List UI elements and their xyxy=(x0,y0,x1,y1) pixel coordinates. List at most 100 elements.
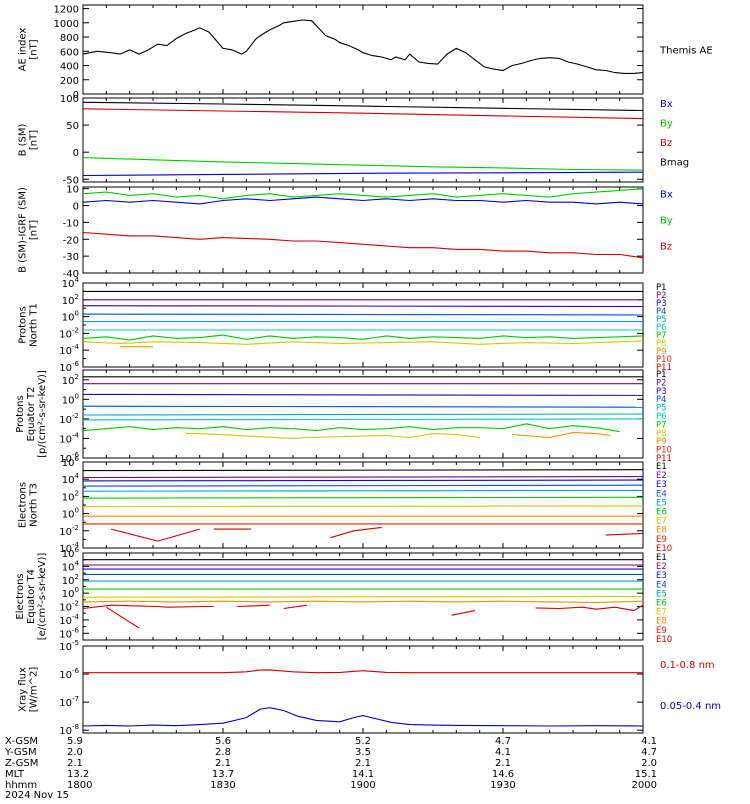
orbit-row-value: 5.6 xyxy=(215,736,231,747)
panel-8-y-tick-label: 10-6 xyxy=(59,667,79,681)
panel-8-y-axis-label: [W/m^2] xyxy=(29,667,40,713)
panel-2-y-tick-label: 0 xyxy=(73,148,79,159)
panel-6-series-e5-line xyxy=(82,489,644,492)
panel-7-legend-e7: E7 xyxy=(656,608,667,618)
tick-exponent: 4 xyxy=(75,472,80,480)
panel-5-series-p4-line xyxy=(82,405,644,408)
panel-7-legend-e6: E6 xyxy=(656,599,667,609)
panel-6-legend-e7: E7 xyxy=(656,517,667,527)
panel-5-series-p8-line xyxy=(185,433,480,439)
orbit-row-value: 14.1 xyxy=(352,769,374,780)
tick-exponent: -6 xyxy=(72,667,80,675)
panel-1-y-axis-label: [nT] xyxy=(29,39,40,59)
tick-exponent: 0 xyxy=(75,586,79,594)
panel-8-series-0-05-0-4-nm-line xyxy=(82,707,644,727)
orbit-row-value: 1930 xyxy=(490,780,515,791)
panel-6-series-e6-line xyxy=(82,496,644,499)
panel-4-legend-p2: P2 xyxy=(656,291,667,301)
orbit-row-label: Z-GSM xyxy=(5,758,38,769)
panel-6-y-axis-label: North T3 xyxy=(29,483,40,527)
tick-exponent: 0 xyxy=(75,310,79,318)
panel-4-legend-p1: P1 xyxy=(656,283,667,293)
panel-3-y-tick-label: -10 xyxy=(63,218,79,229)
panel-6-legend-e1: E1 xyxy=(656,462,667,472)
panel-8-series-0-1-0-8-nm-line xyxy=(83,669,643,674)
panel-6-series-e10-line xyxy=(330,526,382,539)
panel-8-y-tick-label: 10-5 xyxy=(59,639,79,653)
panel-4-y-axis-label: Protons xyxy=(18,306,29,343)
panel-5-y-tick-label: 10-2 xyxy=(59,412,79,426)
panel-7-y-axis-label: [e/(cm²-s-sr-keV)] xyxy=(37,553,48,641)
panel-3-series-by-line xyxy=(82,188,644,200)
panel-3-y-tick-label: -30 xyxy=(63,252,79,263)
panel-8-legend-0-05-0-4-nm: 0.05-0.4 nm xyxy=(660,701,721,712)
panel-5-legend-p8: P8 xyxy=(656,429,667,439)
panel-7-legend-e1: E1 xyxy=(656,553,667,563)
panel-3-legend-by: By xyxy=(660,216,673,227)
panel-2-series-bx-line xyxy=(82,171,644,177)
panel-7-series-e10-line xyxy=(451,610,476,616)
orbit-row-value: 2.1 xyxy=(67,758,83,769)
panel-6-y-tick-label: 102 xyxy=(62,489,79,503)
panel-6-series-e3-line xyxy=(82,479,644,482)
panel-6-series-e2-line xyxy=(82,476,644,479)
panel-8-y-tick-label: 10-7 xyxy=(59,695,79,709)
tick-exponent: -2 xyxy=(72,326,79,334)
panel-7-legend-e5: E5 xyxy=(656,589,667,599)
panel-5-y-tick-label: 10-4 xyxy=(59,431,79,445)
panel-4-legend-p7: P7 xyxy=(656,331,667,341)
panel-5-y-axis-label: Protons xyxy=(15,395,26,432)
panel-6-series-e7-line xyxy=(82,505,644,508)
panel-7-series-e8-line xyxy=(82,600,644,604)
panel-7-series-e10-line xyxy=(535,604,644,612)
orbit-row-label: hhmm xyxy=(5,780,37,791)
panel-5-series-p9-line xyxy=(512,432,611,439)
tick-exponent: 0 xyxy=(75,507,79,515)
panel-7-series-e7-line xyxy=(82,595,644,598)
panel-4-legend-p8: P8 xyxy=(656,339,667,349)
orbit-row-value: 4.7 xyxy=(495,736,511,747)
panel-8-frame xyxy=(82,645,644,734)
tick-exponent: -2 xyxy=(72,524,79,532)
panel-2-series-bmag-line xyxy=(82,101,644,112)
panel-6-legend-e4: E4 xyxy=(656,489,667,499)
panel-7-series-e10-line xyxy=(106,606,140,629)
panel-7-y-tick-label: 104 xyxy=(62,559,80,573)
panel-7-series-e10-line xyxy=(236,604,270,608)
panel-6-legend-e8: E8 xyxy=(656,526,667,536)
orbit-row-label: Y-GSM xyxy=(4,747,37,758)
orbit-row-value: 5.9 xyxy=(67,736,83,747)
panel-2-y-tick-label: -50 xyxy=(63,175,79,186)
panel-7-series-e10-line xyxy=(82,604,214,610)
panel-4-legend-p10: P10 xyxy=(656,355,672,365)
panel-3-y-axis-label: B (SM)-IGRF (SM) xyxy=(18,187,29,273)
panel-6-legend-e10: E10 xyxy=(656,544,672,554)
panel-2-series-bz-line xyxy=(82,108,644,120)
panel-1-y-tick-label: 800 xyxy=(60,33,79,44)
panel-7-series-e10-line xyxy=(283,604,308,610)
panel-2-legend-bmag: Bmag xyxy=(660,157,689,168)
panel-4-legend-p5: P5 xyxy=(656,315,667,325)
panel-6-series-e10-line xyxy=(110,528,200,542)
orbit-row-value: 15.1 xyxy=(635,769,657,780)
panel-5-y-axis-label: Equator T2 xyxy=(26,387,37,442)
orbit-row-value: 2.1 xyxy=(355,758,371,769)
panel-6-y-tick-label: 104 xyxy=(62,472,80,486)
panel-3-legend-bx: Bx xyxy=(660,190,673,201)
panel-1-y-tick-label: 1000 xyxy=(54,19,79,30)
tick-exponent: -4 xyxy=(72,541,80,549)
panel-6-y-tick-label: 10-2 xyxy=(59,524,79,538)
panel-7-y-axis-label: Electrons xyxy=(15,573,26,619)
orbit-row-value: 4.1 xyxy=(495,747,511,758)
panel-7-y-tick-label: 10-4 xyxy=(59,613,79,627)
panel-3-y-tick-label: -40 xyxy=(63,269,79,280)
panel-2-series-by-line xyxy=(82,157,644,171)
panel-7-y-tick-label: 100 xyxy=(62,586,79,600)
orbit-row-value: 13.2 xyxy=(67,769,89,780)
panel-6-legend-e5: E5 xyxy=(656,498,667,508)
panel-5-legend-p3: P3 xyxy=(656,387,667,397)
orbit-row-value: 2000 xyxy=(632,780,657,791)
panel-7-y-tick-label: 102 xyxy=(62,573,79,587)
tick-exponent: 6 xyxy=(75,546,80,554)
